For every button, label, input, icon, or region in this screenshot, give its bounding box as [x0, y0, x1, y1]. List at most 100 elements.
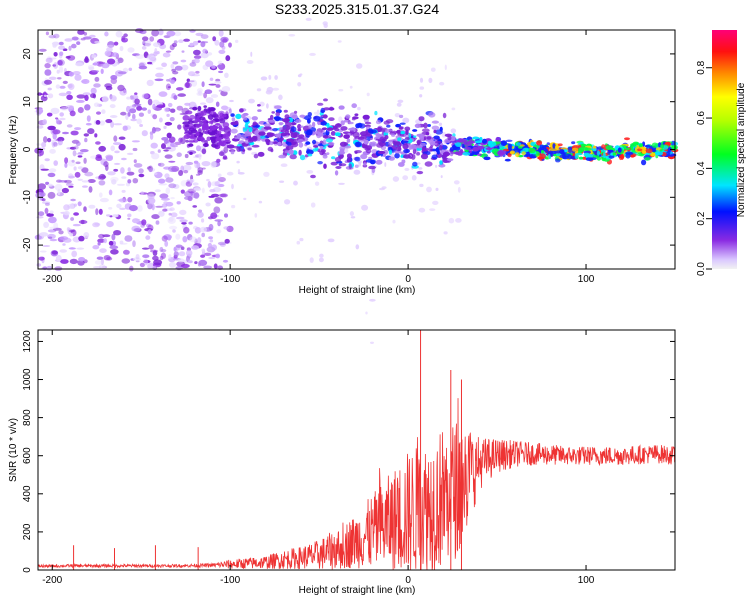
faint-blob [263, 171, 270, 177]
band-blob [251, 144, 260, 148]
noise-blob [218, 70, 224, 74]
noise-blob [217, 64, 224, 68]
faint-blob [297, 74, 302, 78]
noise-blob [44, 63, 51, 69]
noise-blob [72, 71, 81, 75]
band-blob [253, 153, 259, 159]
noise-blob [132, 53, 140, 57]
band-blob [222, 122, 230, 128]
noise-blob [43, 136, 48, 143]
faint-blob [419, 86, 425, 90]
noise-blob [77, 201, 82, 207]
noise-blob [200, 34, 209, 39]
band-blob [328, 142, 335, 146]
noise-blob [211, 244, 218, 251]
band-blob [344, 145, 352, 149]
noise-blob [108, 189, 113, 196]
band-blob [592, 148, 597, 152]
noise-blob [97, 238, 106, 243]
noise-blob [201, 161, 211, 167]
noise-blob [209, 189, 216, 193]
snr-x-ticks: -200 -100 0 100 [42, 330, 595, 586]
noise-blob [58, 41, 64, 46]
noise-blob [222, 156, 228, 160]
noise-blob [55, 84, 61, 89]
snr-y-label: SNR (10 * v/v) [8, 418, 19, 482]
noise-blob [216, 158, 221, 163]
noise-blob [118, 136, 126, 140]
noise-blob [200, 52, 209, 59]
band-blob [328, 117, 335, 121]
band-blob [575, 152, 583, 156]
noise-blob [127, 179, 132, 184]
noise-blob [109, 245, 119, 250]
noise-blob [111, 233, 116, 241]
noise-blob [49, 148, 56, 154]
faint-blob [279, 180, 285, 183]
band-blob [637, 148, 643, 152]
band-blob [263, 123, 271, 127]
noise-blob [222, 259, 229, 263]
noise-blob [197, 167, 204, 173]
noise-blob [101, 95, 109, 103]
noise-blob [131, 140, 140, 143]
faint-blob [435, 164, 438, 168]
noise-blob [159, 246, 164, 253]
band-blob [209, 107, 216, 112]
faint-blob [457, 186, 461, 193]
band-blob [330, 161, 338, 166]
band-blob [497, 150, 505, 156]
band-blob [251, 135, 258, 141]
noise-blob [114, 150, 120, 154]
band-blob [257, 104, 261, 107]
band-blob [207, 114, 214, 120]
noise-blob [112, 214, 119, 218]
band-blob [587, 153, 593, 158]
faint-blob [229, 99, 234, 103]
noise-blob [121, 157, 127, 161]
noise-blob [186, 249, 193, 257]
noise-blob [69, 110, 76, 117]
spectrogram-y-tick-label: -20 [22, 237, 33, 252]
noise-blob [193, 58, 200, 64]
band-blob [412, 129, 418, 132]
noise-blob [197, 40, 201, 43]
noise-blob [193, 55, 202, 59]
faint-blob [444, 64, 447, 71]
faint-blob [296, 240, 301, 245]
noise-blob [164, 173, 170, 179]
noise-blob [47, 183, 53, 187]
band-blob [431, 125, 440, 130]
noise-blob [62, 243, 66, 246]
noise-blob [177, 258, 185, 263]
faint-blob [350, 216, 356, 219]
faint-blob [235, 39, 239, 44]
faint-blob [453, 180, 460, 185]
noise-blob [193, 160, 199, 164]
noise-blob [149, 36, 155, 42]
band-blob [398, 126, 403, 130]
noise-blob [126, 171, 135, 176]
band-blob [482, 138, 487, 144]
noise-blob [182, 164, 192, 171]
band-blob [285, 141, 289, 145]
noise-blob [170, 197, 175, 200]
noise-blob [49, 210, 54, 214]
band-blob [455, 142, 462, 148]
noise-blob [99, 248, 107, 254]
noise-blob [77, 151, 84, 155]
band-blob [375, 133, 381, 140]
noise-blob [136, 106, 143, 111]
band-blob [252, 121, 257, 126]
noise-blob [67, 159, 76, 167]
noise-blob [99, 192, 103, 198]
noise-blob [39, 93, 49, 96]
band-blob [424, 161, 433, 167]
noise-blob [163, 125, 167, 130]
noise-blob [73, 166, 77, 171]
noise-blob [219, 41, 225, 48]
noise-blob [71, 250, 78, 258]
noise-blob [168, 262, 177, 268]
noise-blob [66, 227, 70, 232]
noise-blob [203, 265, 213, 269]
